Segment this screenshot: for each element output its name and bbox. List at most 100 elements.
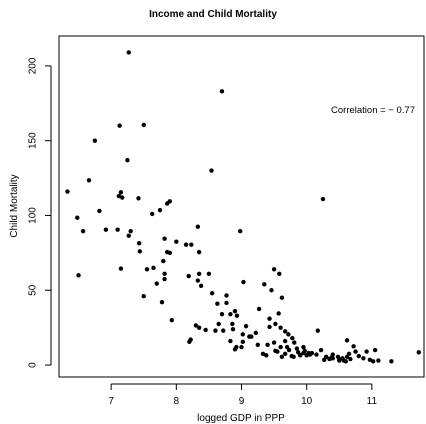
- data-point: [216, 321, 221, 327]
- data-point: [92, 138, 98, 143]
- data-point: [267, 316, 272, 321]
- data-point: [344, 338, 350, 343]
- data-point: [282, 338, 288, 344]
- data-point: [189, 242, 194, 247]
- data-point: [167, 250, 173, 256]
- data-point: [117, 123, 122, 128]
- data-point: [136, 240, 142, 246]
- data-point: [389, 359, 394, 364]
- data-point: [297, 353, 303, 358]
- data-point: [209, 168, 214, 173]
- y-tick-label: 100: [28, 207, 39, 224]
- data-point: [260, 351, 266, 357]
- data-point: [195, 278, 201, 283]
- data-point: [240, 332, 246, 337]
- data-point: [151, 265, 156, 271]
- x-tick-label: 8: [174, 396, 180, 407]
- data-point: [255, 342, 260, 348]
- data-point: [224, 293, 229, 298]
- data-point: [230, 326, 236, 332]
- y-tick-label: 150: [28, 132, 39, 149]
- data-point: [232, 308, 238, 314]
- x-tick-label: 9: [239, 396, 245, 407]
- data-point: [103, 227, 109, 232]
- data-point: [353, 349, 358, 354]
- correlation-annotation: Correlation = − 0.77: [331, 105, 415, 116]
- data-point: [97, 208, 102, 214]
- data-point: [215, 301, 220, 306]
- y-axis-title: Child Mortality: [9, 174, 20, 237]
- data-point: [174, 239, 179, 244]
- x-tick-label: 10: [301, 396, 313, 407]
- data-point: [150, 211, 155, 217]
- data-point: [247, 334, 252, 339]
- data-point: [154, 281, 159, 286]
- data-point: [167, 199, 173, 204]
- data-point: [126, 50, 131, 55]
- data-point: [196, 325, 202, 330]
- data-point: [267, 324, 272, 330]
- data-point: [292, 340, 297, 345]
- data-point: [301, 344, 306, 350]
- data-point: [120, 195, 125, 200]
- data-point: [128, 228, 133, 234]
- data-point: [115, 227, 120, 232]
- data-point: [186, 273, 191, 279]
- data-point: [302, 348, 307, 354]
- data-point: [224, 300, 229, 306]
- data-point: [80, 228, 86, 234]
- data-point: [118, 266, 124, 271]
- data-point: [144, 267, 150, 272]
- chart-title: Income and Child Mortality: [149, 9, 277, 20]
- data-point: [356, 353, 362, 359]
- data-point: [278, 344, 283, 350]
- data-point: [183, 242, 189, 247]
- data-point: [416, 350, 421, 355]
- data-point: [282, 351, 288, 357]
- data-point: [256, 306, 262, 312]
- data-point: [187, 339, 192, 345]
- data-point: [198, 283, 204, 288]
- data-point: [314, 352, 319, 357]
- data-point: [169, 317, 174, 323]
- data-point: [137, 249, 143, 254]
- data-point: [237, 228, 243, 234]
- data-point: [337, 358, 342, 363]
- data-point: [162, 271, 167, 277]
- data-point: [275, 349, 280, 354]
- x-axis-title: logged GDP in PPP: [197, 413, 285, 424]
- data-point: [193, 323, 199, 328]
- data-point: [157, 208, 163, 213]
- data-point: [279, 295, 285, 300]
- data-point: [364, 349, 369, 354]
- data-point: [75, 215, 80, 220]
- data-point: [294, 346, 300, 351]
- data-point: [159, 300, 165, 305]
- data-point: [372, 347, 378, 353]
- data-point: [234, 313, 240, 318]
- data-point: [370, 359, 376, 364]
- plot-area-frame: [58, 35, 425, 378]
- data-point: [277, 271, 282, 277]
- data-point: [232, 347, 238, 352]
- data-point: [278, 325, 283, 330]
- data-point: [162, 276, 167, 282]
- data-point: [348, 356, 353, 362]
- x-axis: 7 8 9 10 11: [108, 383, 377, 407]
- data-point: [76, 273, 81, 278]
- y-tick-label: 0: [28, 362, 39, 368]
- data-point: [221, 328, 226, 333]
- data-point: [203, 327, 208, 333]
- data-point: [65, 189, 70, 194]
- data-point: [329, 355, 334, 360]
- data-point: [125, 157, 130, 163]
- data-point: [253, 330, 259, 336]
- data-point: [376, 358, 381, 363]
- data-point: [196, 249, 202, 255]
- data-point: [161, 258, 166, 264]
- data-point: [320, 196, 326, 202]
- data-point: [271, 340, 277, 345]
- data-point: [219, 311, 225, 317]
- data-point: [279, 354, 285, 360]
